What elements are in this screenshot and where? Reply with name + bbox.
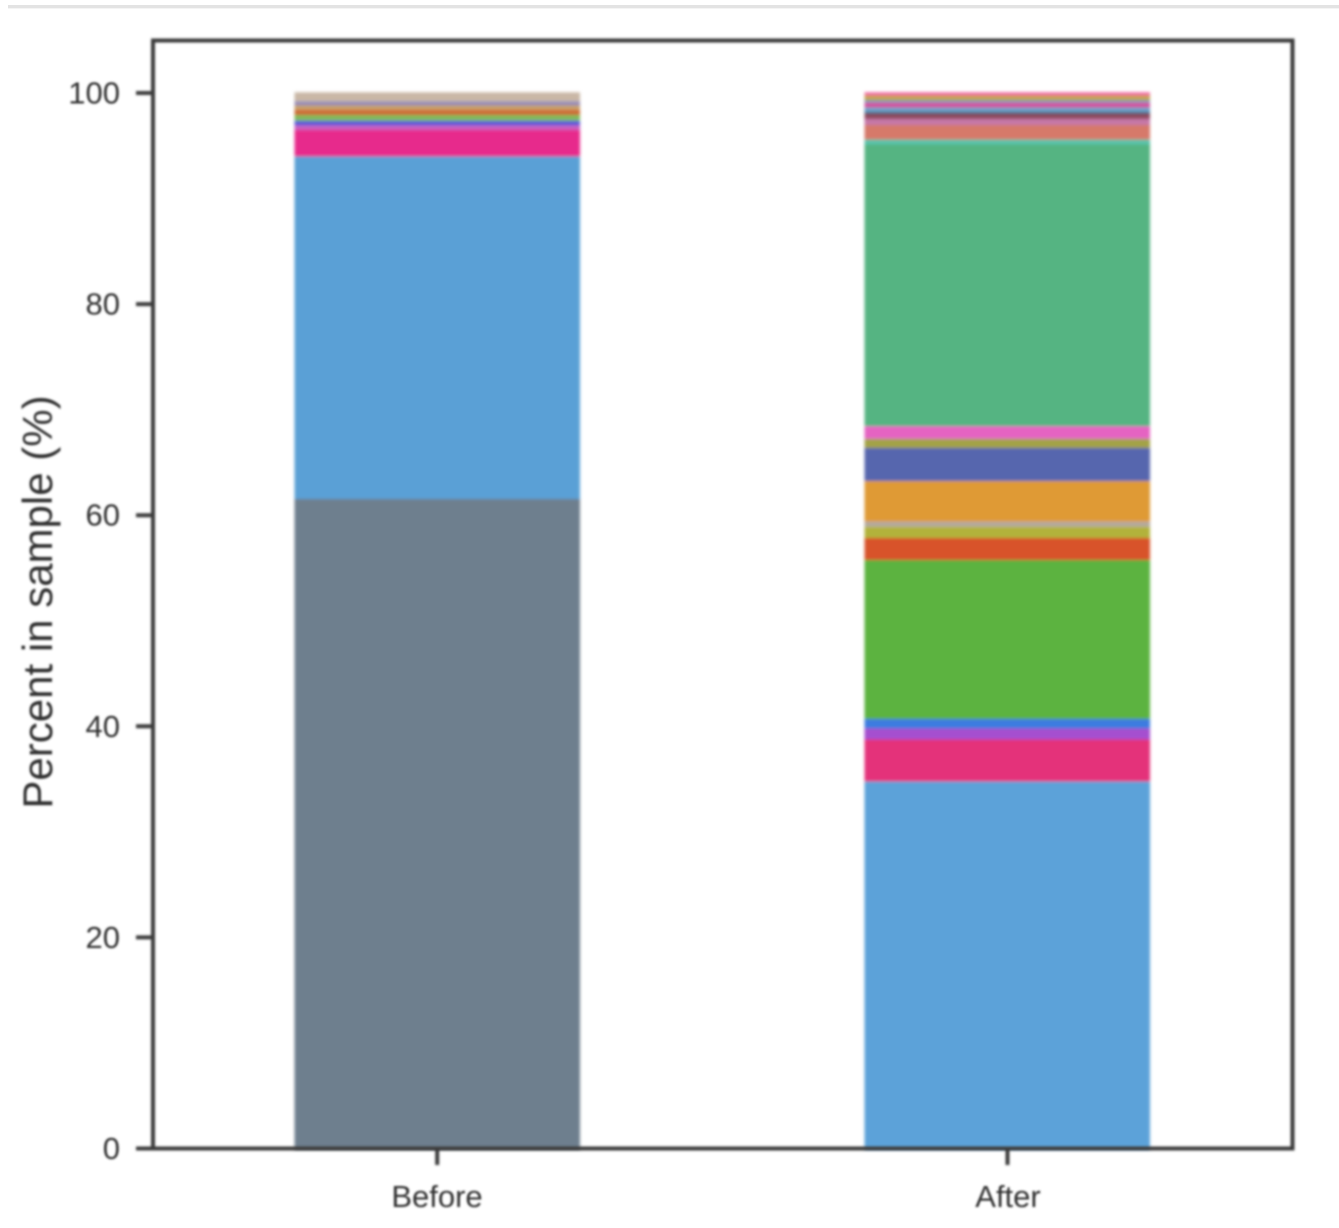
svg-text:20: 20 — [86, 920, 120, 955]
svg-text:After: After — [975, 1179, 1040, 1214]
svg-text:100: 100 — [68, 76, 120, 111]
svg-text:60: 60 — [86, 498, 120, 533]
svg-text:80: 80 — [86, 287, 120, 322]
svg-text:Percent in sample (%): Percent in sample (%) — [14, 395, 61, 808]
svg-text:Before: Before — [391, 1179, 482, 1214]
svg-text:0: 0 — [103, 1131, 120, 1166]
svg-text:40: 40 — [86, 709, 120, 744]
